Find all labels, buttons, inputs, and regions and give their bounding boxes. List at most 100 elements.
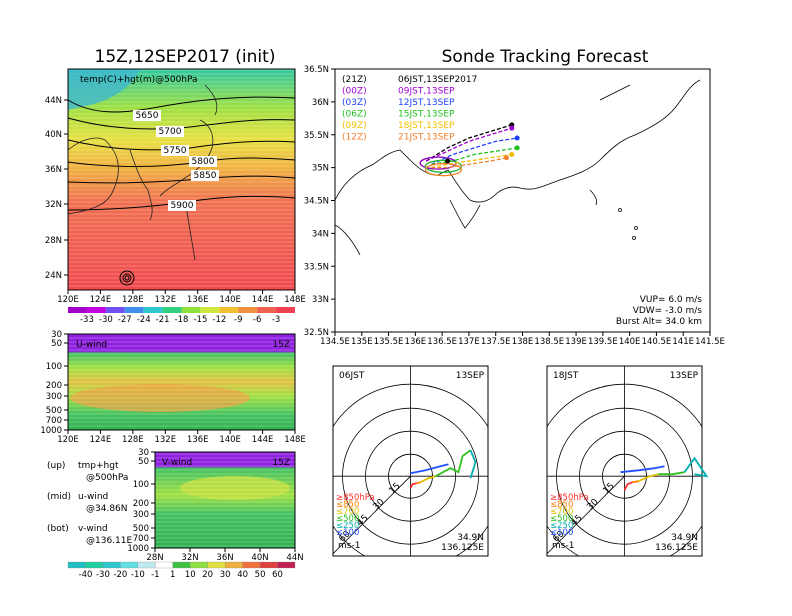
- sonde-track-end: [509, 125, 515, 131]
- vwind-colorbar: -40 -30 -20 -10 -1 1 10 20 30 40 50 60: [67, 561, 296, 580]
- uwind-time: 15Z: [272, 340, 290, 350]
- track-legend-jst: 12JST,13SEP: [398, 98, 455, 108]
- uwind-x-tick-label: 140E: [219, 435, 241, 445]
- hodograph-trace: [410, 463, 449, 475]
- uwind-x-tick-label: 136E: [187, 435, 209, 445]
- sonde-track-line: [431, 153, 512, 169]
- map-colorbar-swatch: [124, 307, 144, 313]
- hodograph-trace: [632, 480, 639, 484]
- map-colorbar-label: -9: [234, 315, 242, 325]
- launch-point: [445, 158, 450, 164]
- hodograph-level-label: ≤850: [550, 500, 573, 510]
- track-x-tick-label: 134.5E: [320, 337, 350, 347]
- contour-label: 5700: [159, 127, 182, 137]
- sonde-track-end: [514, 145, 520, 151]
- uwind-x-ticks: 120E 124E 128E 132E 136E 140E 144E 148E: [57, 430, 306, 445]
- track-x-tick-label: 139.5E: [588, 337, 618, 347]
- uwind-y-tick-label: 500: [46, 406, 62, 416]
- vwind-y-tick-label: 500: [133, 524, 149, 534]
- track-x-tick-label: 138E: [512, 337, 534, 347]
- vwind-label: V-wind: [162, 458, 192, 468]
- vwind-y-tick-label: 200: [133, 499, 149, 509]
- vwind-colorbar-label: 20: [202, 570, 213, 580]
- hodograph-rings: [547, 366, 702, 556]
- map-colorbar-swatch: [162, 307, 182, 313]
- map-colorbar-swatch: [257, 307, 277, 313]
- track-param: Burst Alt= 34.0 km: [616, 317, 702, 327]
- track-map-frame: [334, 68, 711, 333]
- uwind-frame: [67, 333, 296, 431]
- vwind-y-tick-label: 100: [133, 480, 149, 490]
- hodograph-level-label: ≤100: [550, 528, 573, 538]
- vwind-colorbar-swatch: [102, 561, 121, 569]
- vwind-colorbar-swatch: [190, 561, 208, 569]
- vwind-colorbar-label: 30: [220, 570, 231, 580]
- map-colorbar-swatch: [143, 307, 163, 313]
- contour-label: 5900: [171, 201, 194, 211]
- uwind-x-tick-label: 148E: [284, 435, 306, 445]
- vwind-colorbar-swatch: [85, 561, 104, 569]
- track-map-y-ticks: 36.5N 36N 35.5N 35N 34.5N 34N 33.5N 33N 32.5N: [304, 65, 335, 338]
- track-param: VDW= -3.0 m/s: [633, 306, 703, 316]
- track-x-tick-label: 141E: [672, 337, 694, 347]
- hodograph-unit: ms-1: [338, 541, 360, 551]
- map-colorbar-label: -33: [80, 315, 94, 325]
- map-colorbar-label: -12: [212, 315, 226, 325]
- note-text: tmp+hgt: [78, 461, 119, 471]
- map-colorbar-label: -30: [99, 315, 113, 325]
- uwind-y-tick-label: 30: [51, 330, 62, 340]
- contour-label: 5750: [164, 146, 187, 156]
- vwind-colorbar-label: -30: [96, 570, 110, 580]
- vwind-colorbar-swatch: [67, 561, 86, 569]
- hodograph-level-label: ≤250: [336, 521, 359, 531]
- map-x-tick-label: 148E: [284, 295, 306, 305]
- map-500hpa-y-ticks: 44N 40N 36N 32N 28N 24N: [45, 96, 68, 281]
- vwind-y-tick-label: 300: [133, 510, 149, 520]
- contour-label: 5650: [136, 111, 159, 121]
- hodograph-level-label: ≤700: [336, 507, 359, 517]
- sonde-track-line: [425, 127, 512, 162]
- map-colorbar-label: -3: [272, 315, 280, 325]
- track-map-coastline: [334, 79, 701, 256]
- hodograph-level-label: ≤500: [550, 514, 573, 524]
- vwind-x-tick-label: 44N: [286, 553, 303, 563]
- map-y-tick-label: 36N: [45, 165, 62, 175]
- map-500hpa-label: temp(C)+hgt(m)@500hPa: [80, 75, 198, 85]
- vwind-colorbar-swatch: [277, 561, 296, 569]
- map-colorbar-swatch: [86, 307, 106, 313]
- uwind-x-tick-label: 144E: [252, 435, 274, 445]
- contour-label-bg: [161, 145, 189, 156]
- track-x-tick-label: 137E: [458, 337, 480, 347]
- contour-label: 5850: [194, 171, 217, 181]
- uwind-x-tick-label: 128E: [122, 435, 144, 445]
- hodograph-level-label: ≤100: [336, 528, 359, 538]
- track-legend-jst: 09JST,13SEP: [398, 87, 455, 97]
- track-y-tick-label: 34.5N: [304, 197, 329, 207]
- track-y-tick-label: 35N: [312, 164, 329, 174]
- sonde-track-line: [431, 157, 507, 169]
- hodograph-trace: [409, 482, 417, 489]
- map-y-tick-label: 32N: [45, 200, 62, 210]
- hodograph-lat: 34.9N: [671, 533, 698, 543]
- hodograph-date: 13SEP: [456, 371, 485, 381]
- vwind-colorbar-swatch: [120, 561, 138, 569]
- hodograph-lon: 136.125E: [655, 543, 698, 553]
- track-param: VUP= 6.0 m/s: [640, 295, 703, 305]
- contour-label-bg: [156, 126, 184, 137]
- track-legend-jst: 18JST,13SEP: [398, 121, 455, 131]
- sonde-track-ascent: [424, 163, 463, 177]
- track-x-tick-label: 135E: [351, 337, 373, 347]
- height-contours: [67, 96, 296, 286]
- hodograph-level-label: ≤850: [336, 500, 359, 510]
- map-500hpa-hatch: [68, 69, 295, 290]
- map-colorbar-swatch: [238, 307, 258, 313]
- hodograph-diagonal: [333, 475, 411, 555]
- track-map-panel: (21Z) 06JST,13SEP2017 (00Z) 09JST,13SEP (03Z…: [304, 65, 725, 347]
- track-x-tick-label: 137.5E: [481, 337, 511, 347]
- uwind-y-tick-label: 100: [46, 362, 62, 372]
- vwind-colorbar-swatch: [137, 561, 156, 569]
- hodograph-rings: [333, 366, 488, 556]
